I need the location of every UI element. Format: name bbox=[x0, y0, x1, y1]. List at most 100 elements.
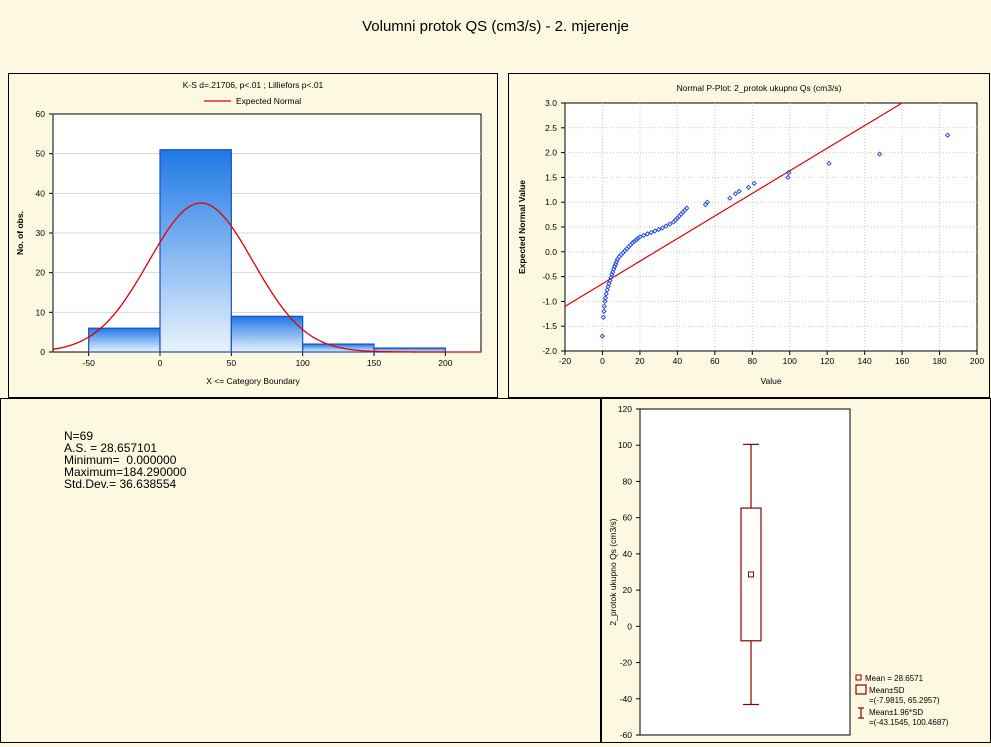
y-tick-label: -1.0 bbox=[542, 296, 557, 306]
x-tick-label: 180 bbox=[932, 356, 946, 366]
data-point bbox=[607, 277, 613, 284]
y-tick-label: 0 bbox=[40, 347, 45, 357]
data-point bbox=[644, 231, 651, 237]
data-point bbox=[727, 195, 733, 201]
mean-marker bbox=[748, 571, 754, 578]
y-tick-label: -1.5 bbox=[542, 321, 557, 331]
x-tick-label: 80 bbox=[748, 356, 758, 366]
data-point bbox=[786, 169, 792, 176]
y-tick-label: 2.5 bbox=[545, 123, 557, 133]
x-tick-label: -50 bbox=[83, 358, 96, 368]
page-title: Volumni protok QS (cm3/s) - 2. mjerenje bbox=[362, 18, 629, 35]
y-tick-label: 40 bbox=[623, 549, 633, 559]
data-point bbox=[601, 303, 607, 309]
legend-mean-icon bbox=[855, 674, 862, 681]
data-point bbox=[637, 234, 643, 240]
pplot-plot-area bbox=[564, 102, 978, 352]
x-tick-label: 0 bbox=[600, 356, 605, 366]
boxplot-plot-area bbox=[639, 408, 851, 736]
data-point bbox=[663, 223, 669, 229]
data-point bbox=[608, 274, 614, 281]
data-point bbox=[655, 226, 662, 233]
x-tick-label: 100 bbox=[296, 358, 310, 368]
data-point bbox=[602, 298, 608, 305]
y-tick-label: 40 bbox=[36, 188, 46, 198]
y-tick-label: 0.5 bbox=[545, 222, 557, 232]
x-tick-label: 20 bbox=[635, 356, 645, 366]
data-point bbox=[599, 333, 606, 339]
data-point bbox=[604, 287, 610, 293]
legend-whisker-range: =(-43.1545, 100.4687) bbox=[869, 718, 949, 727]
stats-panel bbox=[0, 398, 601, 743]
y-tick-label: -60 bbox=[620, 730, 633, 740]
histogram-chart: K-S d=.21706, p<.01 ; Lilliefors p<.01 Ex… bbox=[15, 80, 482, 386]
legend-sd-range: =(-7.9815, 65.2957) bbox=[869, 696, 940, 705]
y-axis-label: No. of obs. bbox=[15, 211, 25, 255]
x-axis-label: X <= Category Boundary bbox=[206, 376, 300, 386]
descriptive-stats: N=69 A.S. = 28.657101 Minimum= 0.000000 … bbox=[64, 430, 186, 490]
histogram-bar bbox=[230, 315, 304, 353]
legend-sd-label: Mean±SD bbox=[869, 686, 905, 695]
y-tick-label: 80 bbox=[623, 476, 633, 486]
histogram-title: K-S d=.21706, p<.01 ; Lilliefors p<.01 bbox=[183, 80, 324, 90]
data-point bbox=[659, 225, 666, 231]
y-tick-label: 30 bbox=[36, 228, 46, 238]
x-tick-label: 200 bbox=[438, 358, 452, 368]
data-point bbox=[633, 237, 639, 243]
x-axis-label: Value bbox=[760, 376, 781, 386]
legend-mean-label: Mean = 28.6571 bbox=[865, 674, 924, 683]
pplot-title: Normal P-Plot: 2_protok ukupno Qs (cm3/s… bbox=[677, 83, 842, 93]
y-tick-label: 1.0 bbox=[545, 197, 557, 207]
x-tick-label: 160 bbox=[895, 356, 909, 366]
normal-pplot-panel: Normal P-Plot: 2_protok ukupno Qs (cm3/s… bbox=[508, 73, 990, 398]
y-tick-label: 50 bbox=[36, 149, 46, 159]
y-tick-label: 20 bbox=[623, 585, 633, 595]
data-point bbox=[600, 314, 607, 320]
data-point bbox=[603, 291, 609, 297]
x-tick-label: -20 bbox=[559, 356, 572, 366]
data-point bbox=[605, 283, 611, 290]
data-point bbox=[602, 295, 609, 301]
y-axis-label: 2_protok ukupno Qs (cm3/s) bbox=[608, 518, 618, 625]
y-tick-label: 10 bbox=[36, 307, 46, 317]
sd-box bbox=[740, 507, 762, 642]
x-tick-label: 60 bbox=[710, 356, 720, 366]
data-point bbox=[601, 308, 607, 314]
reference-line bbox=[564, 102, 903, 307]
histogram-bar bbox=[88, 327, 161, 353]
data-point bbox=[635, 235, 641, 242]
data-point bbox=[606, 280, 612, 287]
y-tick-label: 1.5 bbox=[545, 172, 557, 182]
histogram-panel: K-S d=.21706, p<.01 ; Lilliefors p<.01 Ex… bbox=[8, 73, 498, 398]
x-tick-label: 120 bbox=[820, 356, 834, 366]
data-point bbox=[732, 191, 739, 197]
data-point bbox=[667, 221, 673, 227]
y-axis-label: Expected Normal Value bbox=[517, 180, 527, 274]
data-point bbox=[704, 199, 710, 205]
data-point bbox=[826, 160, 832, 167]
y-tick-label: 60 bbox=[623, 513, 633, 523]
y-tick-label: -40 bbox=[620, 694, 633, 704]
y-tick-label: 0 bbox=[627, 621, 632, 631]
y-tick-label: 100 bbox=[618, 440, 632, 450]
data-point bbox=[785, 174, 791, 181]
y-tick-label: 120 bbox=[618, 404, 632, 414]
stat-max: Maximum=184.290000 bbox=[64, 465, 187, 479]
y-tick-label: 20 bbox=[36, 268, 46, 278]
data-point bbox=[631, 238, 637, 245]
data-point bbox=[648, 229, 654, 236]
y-tick-label: 60 bbox=[36, 109, 46, 119]
data-point bbox=[736, 188, 742, 194]
stat-min: Minimum= 0.000000 bbox=[64, 453, 177, 467]
normal-pplot-chart: Normal P-Plot: 2_protok ukupno Qs (cm3/s… bbox=[517, 83, 984, 386]
data-point bbox=[876, 151, 883, 157]
expected-normal-curve bbox=[52, 202, 481, 353]
boxplot-panel: -60 -40 -20 0 20 40 60 80 100 120 2_protok ukupno … bbox=[601, 398, 991, 743]
data-point bbox=[944, 132, 951, 138]
stat-std: Std.Dev.= 36.638554 bbox=[64, 477, 177, 491]
data-point bbox=[745, 184, 752, 190]
y-tick-label: -20 bbox=[620, 658, 633, 668]
histogram-bar bbox=[159, 149, 232, 353]
x-tick-label: 50 bbox=[227, 358, 237, 368]
box-plot-chart: -60 -40 -20 0 20 40 60 80 100 120 2_protok ukupno … bbox=[608, 404, 949, 740]
